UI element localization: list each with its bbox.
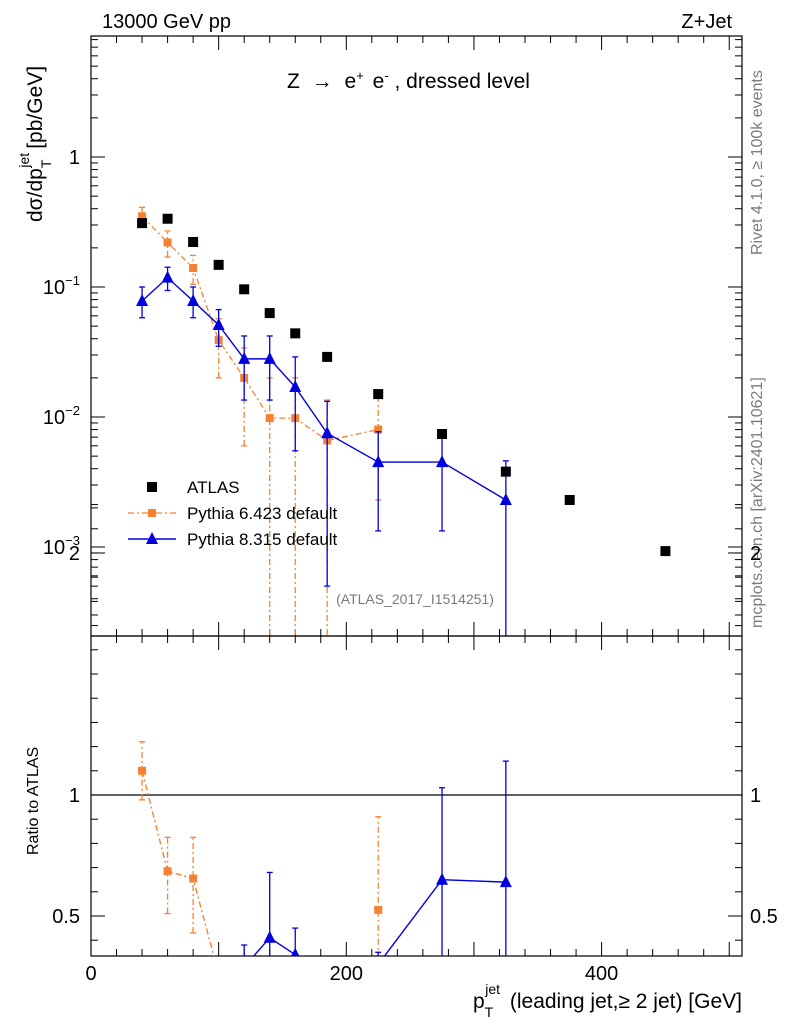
pythia8-ratio-point <box>291 947 300 956</box>
x-tick-label: 0 <box>85 963 96 985</box>
pythia8-point <box>136 294 149 307</box>
pythia8-ratio-line <box>252 878 506 956</box>
y-tick-label: 10−1 <box>43 273 80 299</box>
atlas-point <box>290 328 301 339</box>
header-energy-label: 13000 GeV pp <box>102 11 231 33</box>
pythia8-point <box>161 270 174 283</box>
atlas-point <box>188 236 199 247</box>
pythia8-point <box>321 426 334 439</box>
pythia6-point <box>189 264 198 273</box>
pythia6-ratio-point <box>374 905 383 914</box>
legend-atlas-marker <box>147 482 157 492</box>
ratio-plot-frame <box>90 635 743 957</box>
y-tick-label: 1 <box>69 147 80 169</box>
pythia6-point <box>374 425 383 434</box>
atlas-point <box>213 259 224 270</box>
pythia6-ratio-line <box>141 770 215 956</box>
legend-label: ATLAS <box>187 478 240 497</box>
ratio-y-tick-label-right: 0.5 <box>750 906 778 928</box>
pythia8-point <box>187 294 200 307</box>
pythia8-ratio-point <box>499 875 512 888</box>
pythia6-point <box>138 212 147 221</box>
main-y-axis-ticks: 1 10−1 10−2 10−3 <box>43 36 742 636</box>
atlas-point <box>564 494 575 505</box>
atlas-point <box>373 389 384 400</box>
ratio-y-tick-label-left: 1 <box>69 785 80 807</box>
ratio-y-tick-label-left: 0.5 <box>52 906 80 928</box>
pythia8-point <box>372 455 385 468</box>
legend-pythia8-marker <box>146 532 158 544</box>
plot-title: Z → e+ e- , dressed level <box>287 62 530 93</box>
y-tick-label: 10−3 <box>43 533 80 559</box>
pythia6-point <box>163 238 172 247</box>
ratio-y-axis-label: Ratio to ATLAS <box>25 747 42 855</box>
y-tick-label: 10−2 <box>43 403 80 429</box>
pythia6-ratio-point <box>189 874 198 883</box>
pythia6-line <box>141 215 379 442</box>
atlas-point <box>137 218 148 229</box>
mcplots-label: mcplots.cern.ch [arXiv:2401.10621] <box>749 377 766 628</box>
ratio-axis-ticks: 0.5 0.5 1 1 2 2 0 200 400 <box>52 504 778 985</box>
pythia6-ratio-point <box>138 766 147 775</box>
pythia6-point <box>265 414 274 423</box>
pythia8-point <box>263 351 276 364</box>
pythia8-point <box>238 351 251 364</box>
x-tick-label: 400 <box>585 963 618 985</box>
atlas-point <box>264 308 275 319</box>
legend: ATLAS Pythia 6.423 default Pythia 8.315 de… <box>128 478 338 549</box>
atlas-point <box>322 351 333 362</box>
atlas-point <box>239 284 250 295</box>
x-tick-label: 200 <box>330 963 363 985</box>
ratio-plot-data <box>138 741 512 978</box>
atlas-point <box>437 428 448 439</box>
ratio-y-tick-label-right: 1 <box>750 785 761 807</box>
pythia8-point <box>499 492 512 505</box>
legend-pythia6-marker <box>148 509 156 517</box>
atlas-point <box>500 466 511 477</box>
pythia8-ratio-point <box>238 960 250 972</box>
pythia8-point <box>436 455 449 468</box>
analysis-label: (ATLAS_2017_I1514251) <box>336 591 494 607</box>
main-y-axis-label: dσ/dpTjet[pb/GeV] <box>16 66 54 222</box>
pythia8-point <box>289 380 302 393</box>
ratio-y-tick-label-left: 2 <box>69 543 80 565</box>
pythia8-ratio-point <box>263 930 276 943</box>
pythia6-ratio-point <box>215 970 223 978</box>
legend-label: Pythia 8.315 default <box>187 530 338 549</box>
x-axis-label: pTjet (leading jet,≥ 2 jet) [GeV] <box>473 981 742 1020</box>
atlas-point <box>660 546 671 557</box>
rivet-version-label: Rivet 4.1.0, ≥ 100k events <box>749 70 766 255</box>
header-process-label: Z+Jet <box>681 11 732 33</box>
pythia8-point <box>212 318 225 331</box>
pythia6-ratio-point <box>163 867 172 876</box>
ratio-y-tick-label-right: 2 <box>750 543 761 565</box>
legend-label: Pythia 6.423 default <box>187 504 338 523</box>
main-plot-data <box>136 206 671 636</box>
pythia8-ratio-point <box>436 872 449 885</box>
pythia8-ratio-point <box>372 957 384 969</box>
atlas-point <box>162 213 173 224</box>
pythia8-line <box>141 276 507 501</box>
